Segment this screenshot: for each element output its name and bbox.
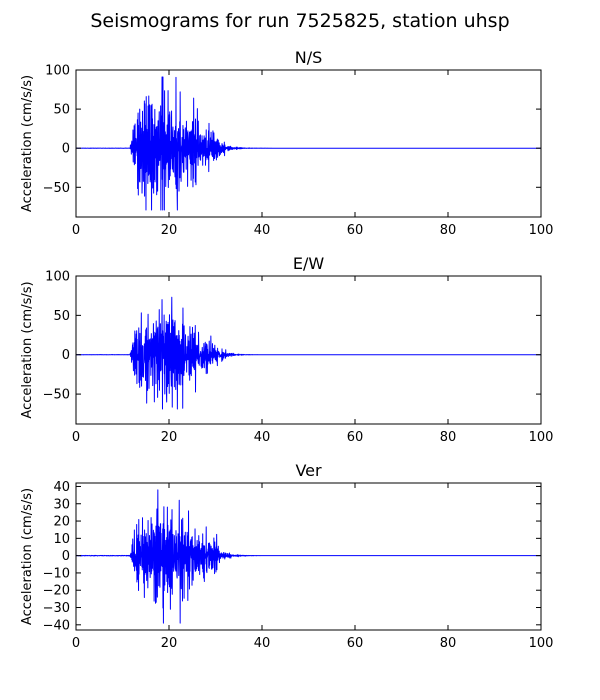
y-tick-label: 0 xyxy=(62,348,70,363)
x-tick-label: 40 xyxy=(254,430,271,445)
y-tick-label: 30 xyxy=(53,497,70,512)
y-tick-label: −50 xyxy=(43,388,70,403)
x-tick-label: 60 xyxy=(347,430,364,445)
subplot-title: Ver xyxy=(295,461,322,480)
y-tick-label: 20 xyxy=(53,515,70,530)
y-tick-label: 50 xyxy=(53,103,70,118)
y-tick-label: 10 xyxy=(53,532,70,547)
y-tick-label: −50 xyxy=(43,181,70,196)
plot-frame xyxy=(75,482,542,631)
x-tick-label: 100 xyxy=(529,430,554,445)
subplot-1: E/W Acceleration (cm/s/s) 0 20 40 60 80 100 −50 0… xyxy=(20,254,553,445)
y-tick-label: −10 xyxy=(43,566,70,581)
x-tick-label: 100 xyxy=(529,223,554,238)
series-line xyxy=(76,489,541,624)
y-tick-label: 40 xyxy=(53,480,70,495)
x-tick-label: 0 xyxy=(72,223,80,238)
x-tick-label: 80 xyxy=(440,430,457,445)
x-tick-label: 80 xyxy=(440,636,457,651)
x-tick-label: 20 xyxy=(161,430,178,445)
plot-frame xyxy=(75,69,542,218)
x-tick-label: 20 xyxy=(161,223,178,238)
x-tick-label: 40 xyxy=(254,636,271,651)
y-tick-label: −30 xyxy=(43,601,70,616)
subplot-title: E/W xyxy=(293,254,325,273)
y-axis-label: Acceleration (cm/s/s) xyxy=(20,281,35,418)
x-tick-label: 60 xyxy=(347,223,364,238)
subplot-title: N/S xyxy=(295,48,323,67)
y-axis-label: Acceleration (cm/s/s) xyxy=(20,488,35,625)
y-tick-label: −20 xyxy=(43,584,70,599)
series-line xyxy=(76,76,541,211)
x-tick-label: 0 xyxy=(72,430,80,445)
plot-frame xyxy=(75,275,542,425)
x-tick-label: 20 xyxy=(161,636,178,651)
y-axis-label: Acceleration (cm/s/s) xyxy=(20,75,35,212)
x-tick-label: 0 xyxy=(72,636,80,651)
x-tick-label: 40 xyxy=(254,223,271,238)
y-tick-label: 0 xyxy=(62,142,70,157)
x-tick-label: 80 xyxy=(440,223,457,238)
y-tick-label: 100 xyxy=(45,270,70,285)
x-tick-label: 100 xyxy=(529,636,554,651)
series-line xyxy=(76,296,541,410)
y-tick-label: 100 xyxy=(45,64,70,79)
y-tick-label: 0 xyxy=(62,549,70,564)
y-tick-label: 50 xyxy=(53,309,70,324)
y-tick-label: −40 xyxy=(43,618,70,633)
figure-title: Seismograms for run 7525825, station uhs… xyxy=(90,10,510,32)
subplot-0: N/S Acceleration (cm/s/s) 0 20 40 60 80 100 −50 0… xyxy=(20,48,553,238)
x-tick-label: 60 xyxy=(347,636,364,651)
